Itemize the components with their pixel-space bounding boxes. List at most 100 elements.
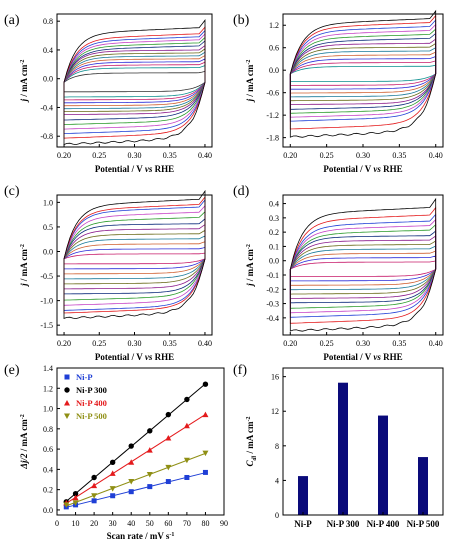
x-tick-label: 0.25 <box>92 339 106 348</box>
cv-curve <box>289 255 437 282</box>
y-tick-label: 0.0 <box>43 75 53 84</box>
x-tick-label: 0.25 <box>320 151 334 160</box>
x-axis-label: Potential / V vs RHE <box>323 164 402 174</box>
cv-panel-3: -0.4 -0.3 -0.2 -0.1 0.0 0.1 0.2 0.3 0.4 0.20 0.25 0… <box>233 184 444 362</box>
y-tick-label: 0.2 <box>269 228 279 237</box>
data-point <box>128 459 135 465</box>
x-tick-label: 60 <box>164 519 172 528</box>
fit-line <box>65 383 206 502</box>
legend-label: Ni-P <box>76 372 93 382</box>
x-tick-label: 0.40 <box>429 151 443 160</box>
x-tick-label: 0.30 <box>356 151 370 160</box>
x-tick-label: 30 <box>109 519 117 528</box>
cv-curve <box>63 229 206 285</box>
cv-curve <box>289 197 437 332</box>
y-tick-label: 0.8 <box>43 425 53 434</box>
x-tick-label: 0.35 <box>163 151 177 160</box>
data-point <box>184 396 190 403</box>
panel-label: (d) <box>233 184 250 199</box>
data-point <box>165 411 172 418</box>
y-tick-label: -1.8 <box>266 134 279 143</box>
data-point <box>202 411 209 418</box>
data-point <box>128 489 134 495</box>
cv-curve <box>63 54 206 107</box>
data-point <box>64 374 70 380</box>
x-tick-label: 0.40 <box>429 339 443 348</box>
y-tick-label: 1.2 <box>269 21 279 30</box>
x-tick-label: 0.30 <box>128 339 142 348</box>
data-point <box>202 381 209 387</box>
legend-label: Ni-P 300 <box>76 385 107 395</box>
cv-curve <box>289 230 437 304</box>
data-point <box>91 482 98 489</box>
cv-curve <box>63 217 206 295</box>
cv-curve <box>63 51 206 110</box>
cv-panel-0: -0.8 -0.4 0.0 0.4 0.8 0.20 0.25 0.30 0.35 0.40 Pot… <box>4 13 213 174</box>
x-tick-label: 0.25 <box>92 151 106 160</box>
data-point <box>91 498 97 504</box>
cv-curve <box>289 55 437 90</box>
y-axis-label: j / mA cm-2 <box>19 60 29 104</box>
y-tick-label: -0.4 <box>266 314 279 323</box>
y-tick-label: 0.0 <box>269 257 279 266</box>
cv-curve <box>63 65 206 98</box>
x-axis-label: Potential / V vs RHE <box>95 164 174 174</box>
x-tick-label: 0.25 <box>320 339 334 348</box>
y-axis-label: j / mA cm-2 <box>245 60 255 104</box>
cv-curve <box>63 246 206 270</box>
plot-frame <box>282 194 444 336</box>
x-tick-label: 40 <box>127 519 135 528</box>
fit-line <box>66 413 206 504</box>
cv-curve <box>289 51 437 94</box>
x-tick-label: 0.40 <box>198 339 212 348</box>
x-tick-label: 0 <box>55 519 59 528</box>
data-point <box>128 443 134 449</box>
x-tick-label: 0.20 <box>57 151 71 160</box>
data-point <box>202 450 209 457</box>
cv-panel-2: -1.5 -1.0 -0.5 0.0 0.5 1.0 0.20 0.25 0.30 0.35 0.4… <box>4 184 213 362</box>
data-point <box>183 457 190 464</box>
x-tick-label: 80 <box>201 519 209 528</box>
y-tick-label: 1.0 <box>43 198 53 207</box>
y-tick-label: 8 <box>275 442 279 451</box>
data-point <box>165 479 171 485</box>
y-tick-label: -1.0 <box>40 297 53 306</box>
plot-frame <box>282 367 444 516</box>
x-tick-label: 50 <box>146 519 154 528</box>
y-tick-label: -0.1 <box>266 271 279 280</box>
data-point <box>110 493 116 499</box>
y-tick-label: -0.3 <box>266 300 279 309</box>
cv-curve <box>63 19 206 146</box>
data-point <box>64 387 70 393</box>
y-tick-label: -0.5 <box>40 272 53 281</box>
y-tick-label: -0.8 <box>40 132 53 141</box>
data-point <box>91 493 98 499</box>
fit-line <box>66 452 206 507</box>
cv-curve <box>63 189 206 320</box>
data-point <box>109 486 116 492</box>
cv-curve <box>289 38 437 105</box>
scatter-panel: Ni-P Ni-P 300 Ni-P 400 Ni-P 500 0.0 0.2 0.4 0.6… <box>4 363 228 541</box>
legend-label: Ni-P 500 <box>76 411 107 421</box>
data-point <box>165 464 172 471</box>
data-point <box>72 491 79 497</box>
x-tick-label: 0.20 <box>283 151 297 160</box>
data-point <box>128 479 135 485</box>
y-tick-label: -1.5 <box>40 321 53 330</box>
data-point <box>147 428 153 434</box>
data-point <box>183 422 190 429</box>
x-axis-label: Scan rate / mV s-1 <box>107 531 175 541</box>
data-point <box>64 413 70 419</box>
x-tick-label: Ni-P 400 <box>367 519 400 529</box>
y-tick-label: 0.4 <box>43 46 53 55</box>
y-tick-label: 0.6 <box>43 445 53 454</box>
panel-label: (b) <box>233 13 250 28</box>
y-tick-label: 0.1 <box>269 242 279 251</box>
x-tick-label: Ni-P 500 <box>407 519 440 529</box>
x-tick-label: 0.20 <box>283 339 297 348</box>
data-point <box>72 500 79 506</box>
y-axis-label: Cdl / mA cm-2 <box>245 417 258 467</box>
panel-label: (a) <box>4 13 20 28</box>
plot-frame <box>56 367 225 516</box>
